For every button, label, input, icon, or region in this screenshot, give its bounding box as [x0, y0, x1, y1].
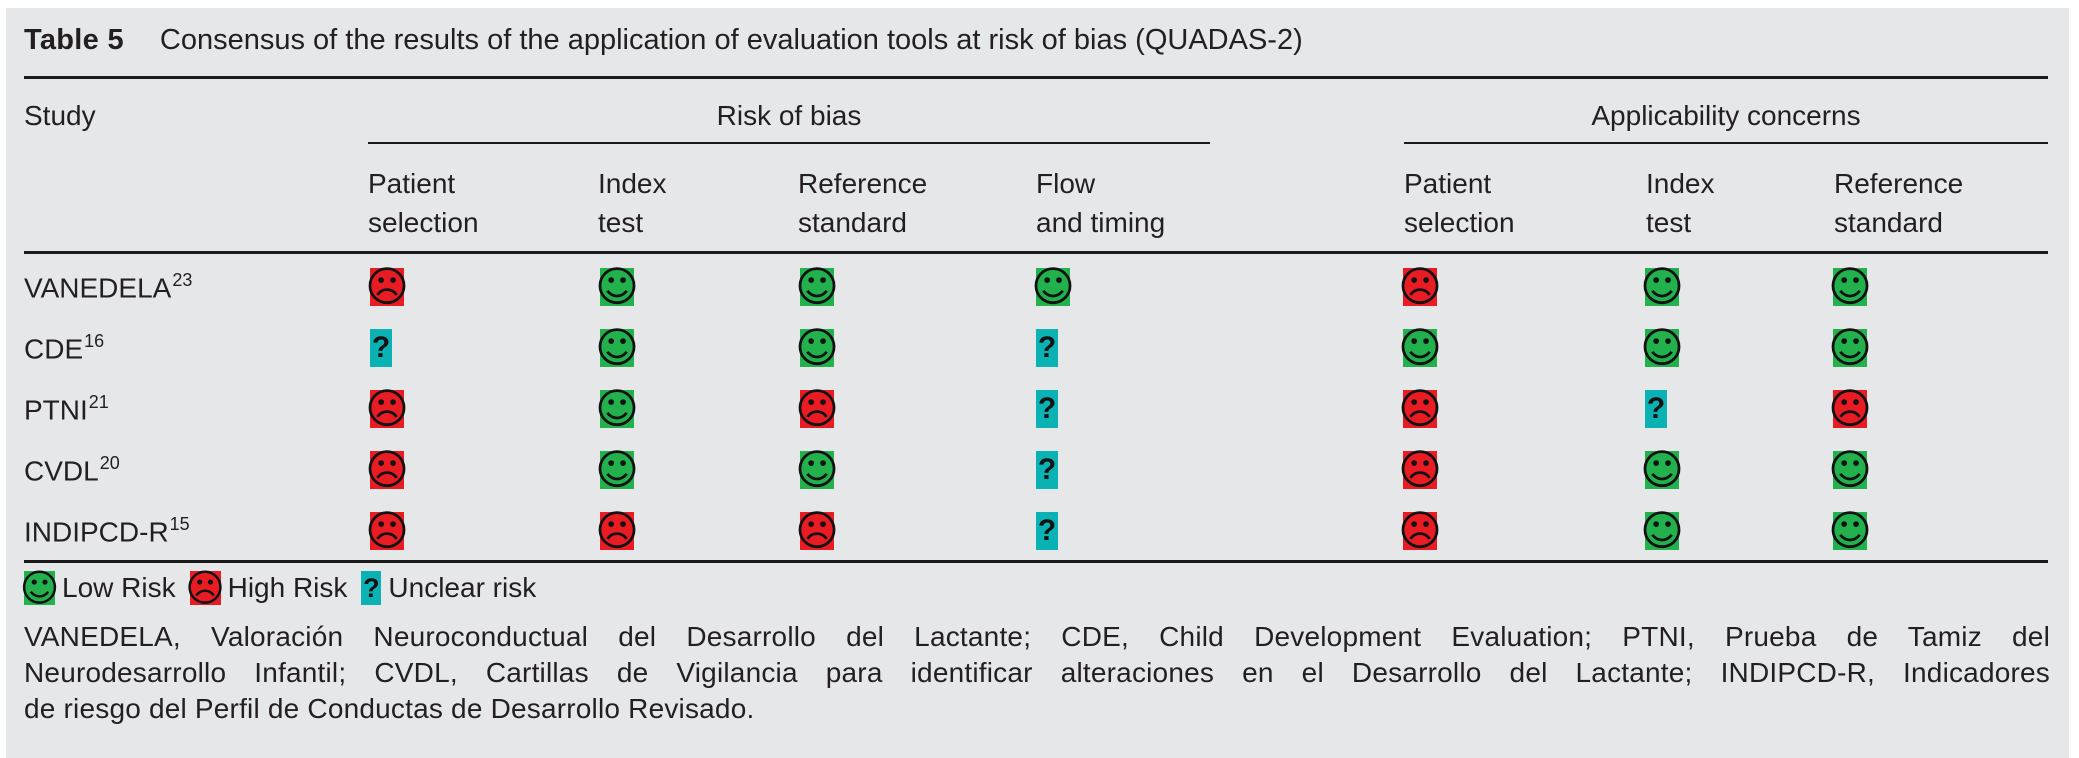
low-risk-smiley-icon: ☺ [595, 323, 639, 372]
risk-of-bias-underline [368, 142, 1210, 144]
table-row: CDE16 ? ☺ ☺? ☺ ☺ ☺ [6, 323, 2069, 372]
table-row: INDIPCD-R15 ☹ ☹ ☹? ☹ ☺ ☺ [6, 506, 2069, 555]
footnote-line: de riesgo del Perfil de Conductas de Des… [24, 693, 755, 724]
group-header-applicability-concerns: Applicability concerns [1591, 100, 1861, 131]
col-header-ac-index-test: Index test [1646, 168, 1715, 238]
high-risk-frown-icon: ☹ [365, 384, 409, 433]
applicability-underline [1404, 142, 2048, 144]
col-header-rob-reference-standard: Reference standard [798, 168, 928, 238]
low-risk-smiley-icon: ☺ [19, 566, 60, 610]
high-risk-frown-icon: ☹ [1398, 262, 1442, 311]
legend-item: ? Unclear risk [361, 571, 536, 605]
header-bottom-rule [24, 251, 2048, 254]
unclear-risk-question-icon: ? [1036, 451, 1058, 489]
low-risk-smiley-icon: ☺ [595, 384, 639, 433]
study-name: PTNI21 [24, 392, 109, 426]
unclear-risk-question-icon: ? [370, 329, 392, 367]
body-bottom-rule [24, 560, 2048, 563]
study-name: INDIPCD-R15 [24, 514, 190, 548]
high-risk-frown-icon: ☹ [795, 384, 839, 433]
low-risk-smiley-icon: ☺ [595, 262, 639, 311]
unclear-risk-question-icon: ? [1645, 390, 1667, 428]
unclear-risk-question-icon: ? [1036, 390, 1058, 428]
low-risk-smiley-icon: ☺ [795, 323, 839, 372]
low-risk-smiley-icon: ☺ [1828, 445, 1872, 494]
legend-label: Low Risk [62, 572, 176, 603]
footnote: VANEDELA, Valoración Neuroconductual del… [24, 619, 2050, 727]
high-risk-frown-icon: ☹ [1398, 506, 1442, 555]
footnote-line: VANEDELA, Valoración Neuroconductual del… [24, 621, 2050, 652]
col-header-rob-flow-and-timing: Flow and timing [1036, 168, 1166, 238]
low-risk-smiley-icon: ☺ [1640, 506, 1684, 555]
top-rule [24, 76, 2048, 79]
low-risk-smiley-icon: ☺ [1640, 262, 1684, 311]
low-risk-smiley-icon: ☺ [1640, 323, 1684, 372]
table-panel: Table 5 Consensus of the results of the a… [6, 8, 2069, 758]
col-header-ac-reference-standard: Reference standard [1834, 168, 1964, 238]
group-header-risk-of-bias: Risk of bias [716, 100, 862, 131]
unclear-risk-question-icon: ? [1036, 512, 1058, 550]
col-header-study: Study [24, 100, 96, 131]
table-row: CVDL20 ☹ ☺ ☺? ☹ ☺ ☺ [6, 445, 2069, 494]
high-risk-frown-icon: ☹ [1398, 445, 1442, 494]
study-name: CVDL20 [24, 453, 120, 487]
low-risk-smiley-icon: ☺ [1828, 262, 1872, 311]
legend-label: High Risk [227, 572, 348, 603]
low-risk-smiley-icon: ☺ [795, 262, 839, 311]
low-risk-smiley-icon: ☺ [595, 445, 639, 494]
legend-item: ☹ High Risk [185, 566, 348, 610]
low-risk-smiley-icon: ☺ [1031, 262, 1075, 311]
study-name: VANEDELA23 [24, 270, 193, 304]
footnote-line: Neurodesarrollo Infantil; CVDL, Cartilla… [24, 657, 2050, 688]
low-risk-smiley-icon: ☺ [795, 445, 839, 494]
high-risk-frown-icon: ☹ [1828, 384, 1872, 433]
low-risk-smiley-icon: ☺ [1828, 506, 1872, 555]
low-risk-smiley-icon: ☺ [1828, 323, 1872, 372]
unclear-risk-question-icon: ? [1036, 329, 1058, 367]
low-risk-smiley-icon: ☺ [1640, 445, 1684, 494]
high-risk-frown-icon: ☹ [595, 506, 639, 555]
high-risk-frown-icon: ☹ [795, 506, 839, 555]
col-header-ac-patient-selection: Patient selection [1404, 168, 1515, 238]
high-risk-frown-icon: ☹ [365, 262, 409, 311]
legend-item: ☺ Low Risk [19, 566, 176, 610]
col-header-rob-index-test: Index test [598, 168, 667, 238]
study-name: CDE16 [24, 331, 105, 365]
table-caption: Consensus of the results of the applicat… [159, 24, 1303, 56]
table-row: VANEDELA23 ☹ ☺ ☺ ☺ ☹ ☺ ☺ [6, 262, 2069, 311]
high-risk-frown-icon: ☹ [1398, 384, 1442, 433]
low-risk-smiley-icon: ☺ [1398, 323, 1442, 372]
col-header-rob-patient-selection: Patient selection [368, 168, 479, 238]
table-title: Table 5 Consensus of the results of the a… [24, 24, 1303, 57]
high-risk-frown-icon: ☹ [365, 445, 409, 494]
table-number: Table 5 [24, 24, 124, 56]
unclear-risk-question-icon: ? [361, 571, 382, 605]
high-risk-frown-icon: ☹ [365, 506, 409, 555]
legend: ☺ Low Risk ☹ High Risk ? Unclear risk [19, 566, 550, 610]
legend-label: Unclear risk [388, 572, 537, 603]
table-row: PTNI21 ☹ ☺ ☹? ☹? ☹ [6, 384, 2069, 433]
high-risk-frown-icon: ☹ [185, 566, 225, 610]
